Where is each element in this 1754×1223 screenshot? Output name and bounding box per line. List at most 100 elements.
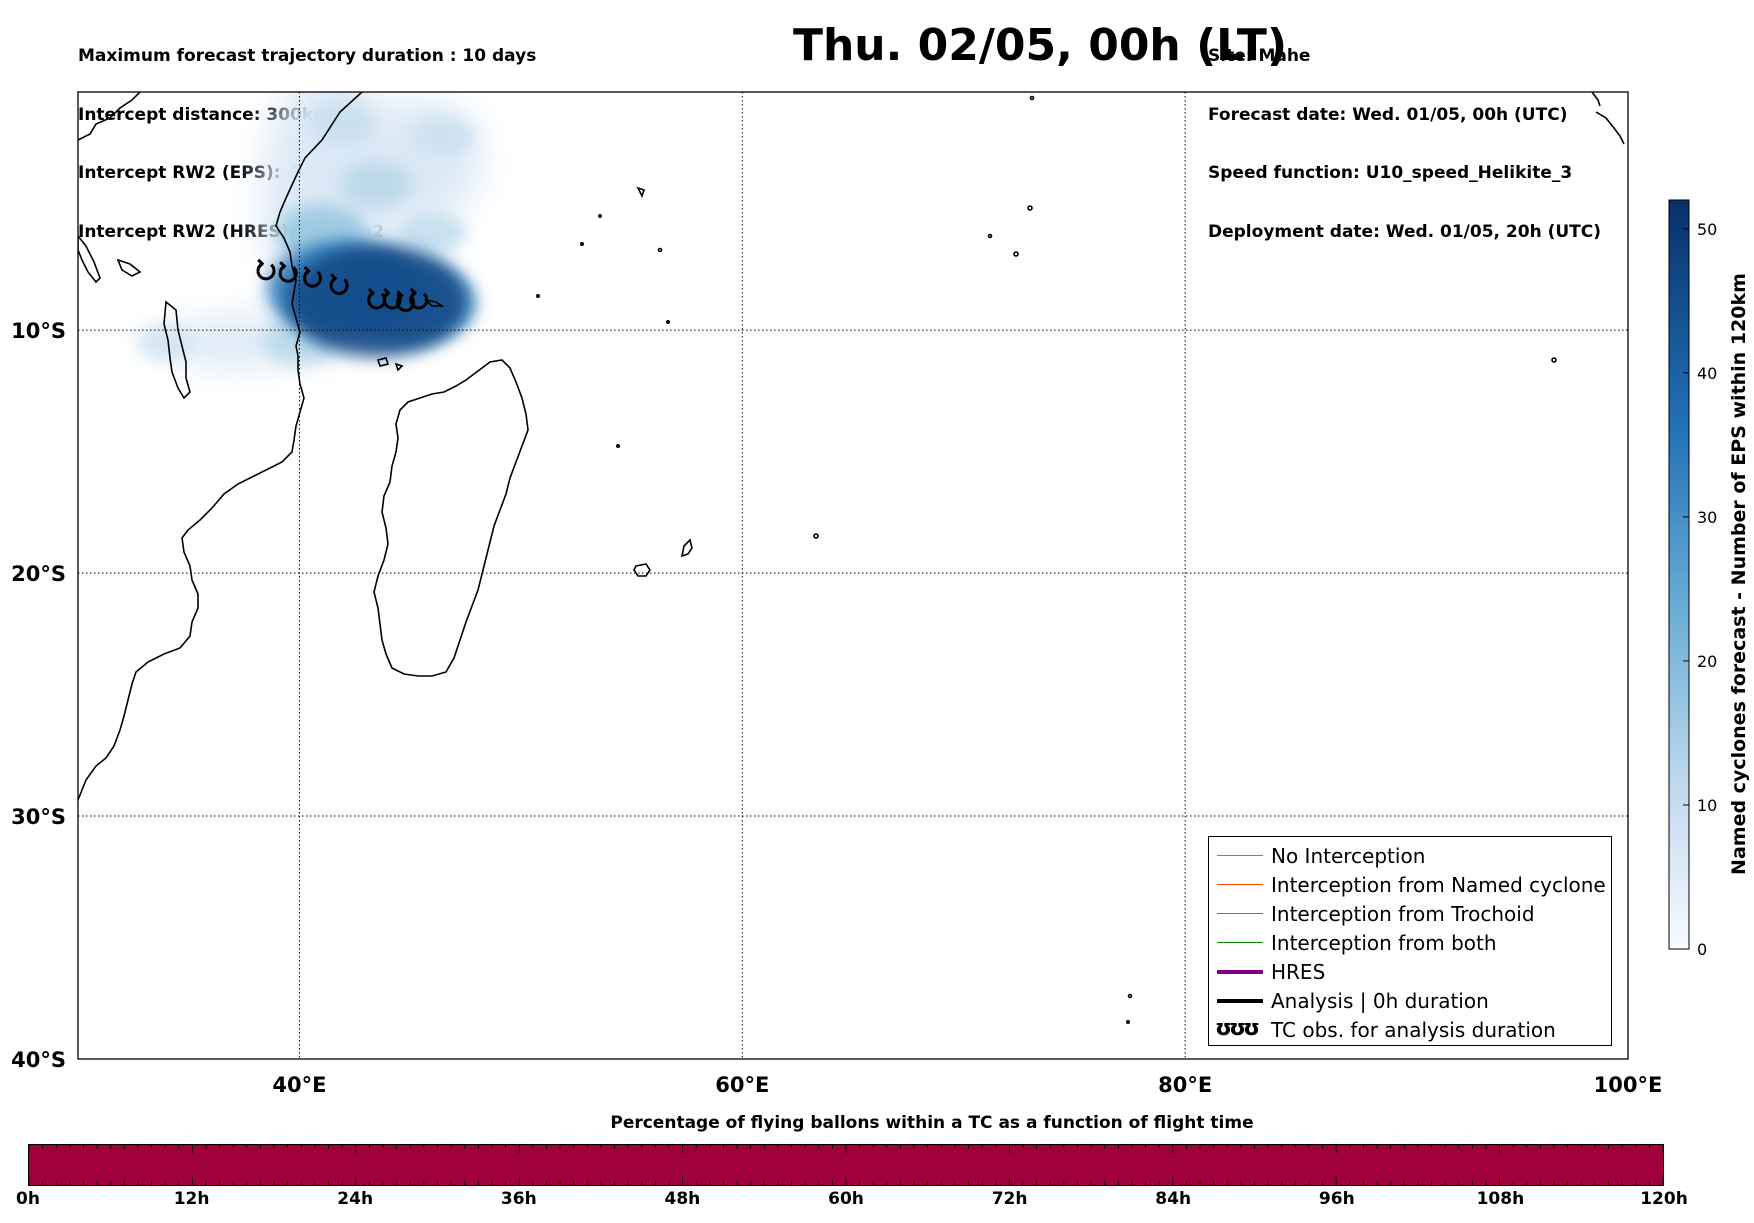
- density-blob: [339, 161, 414, 208]
- header-right-line: Speed function: U10_speed_Helikite_3: [1208, 163, 1573, 183]
- density-blob: [136, 323, 197, 362]
- legend-swatch: [1217, 970, 1263, 974]
- legend-swatch: [1217, 913, 1263, 915]
- colorbar-tick-label: 0: [1697, 940, 1707, 959]
- density-blob: [411, 115, 476, 156]
- legend-label: HRES: [1271, 960, 1326, 984]
- colorbar-tick-label: 10: [1697, 796, 1717, 815]
- colorbar-tick-label: 30: [1697, 508, 1717, 527]
- legend-label: TC obs. for analysis duration: [1271, 1018, 1556, 1042]
- lat-tick-label: 10°S: [11, 319, 66, 343]
- lat-tick-label: 40°S: [11, 1048, 66, 1072]
- legend-label: Interception from Trochoid: [1271, 902, 1535, 926]
- island-seychelles: [423, 298, 445, 307]
- timeline-label: 36h: [500, 1189, 537, 1209]
- lon-tick-label: 100°E: [1594, 1073, 1663, 1097]
- header-right: Site: Mahe Forecast date: Wed. 01/05, 00…: [1208, 8, 1601, 262]
- legend-label: Interception from both: [1271, 931, 1497, 955]
- tc-observations: [256, 258, 429, 312]
- tc-symbol: [409, 287, 429, 310]
- island-dot: [1127, 993, 1133, 999]
- coastline-east-africa: [78, 92, 363, 801]
- timeline-label: 0h: [16, 1189, 40, 1209]
- legend-swatch: [1217, 942, 1263, 944]
- lat-tick-label: 30°S: [11, 805, 66, 829]
- coastline-northwest: [78, 92, 141, 141]
- lon-tick-label: 40°E: [272, 1073, 326, 1097]
- colorbar-gradient: [1668, 199, 1690, 950]
- island-dot: [1126, 1019, 1131, 1024]
- island-mauritius: [680, 538, 693, 558]
- timeline-bar: [28, 1144, 1664, 1186]
- timeline-label: 96h: [1318, 1189, 1355, 1209]
- colorbar-tick-label: 50: [1697, 220, 1717, 239]
- lake-tanganyika: [78, 234, 101, 284]
- coastline-northeast: [1595, 111, 1625, 145]
- island-dot: [535, 293, 540, 298]
- island-dot: [579, 242, 584, 247]
- legend-item: ʊʊʊ TC obs. for analysis duration: [1209, 1016, 1611, 1044]
- density-blob: [310, 102, 377, 145]
- island-dot: [1029, 95, 1035, 101]
- axis-labels: 40°E 60°E 80°E 100°E 10°S 20°S 30°S 40°S: [11, 319, 1662, 1097]
- legend-item: Interception from Named cyclone: [1209, 871, 1611, 899]
- island-reunion: [633, 563, 651, 577]
- madagascar-coast: [373, 359, 529, 677]
- lake-small: [116, 258, 142, 277]
- tc-symbol: [278, 261, 298, 283]
- map-plot-area: [78, 92, 1628, 1059]
- island-dot: [657, 247, 663, 253]
- legend-label: Interception from Named cyclone: [1271, 873, 1606, 897]
- legend-tc-symbol: ʊʊʊ: [1215, 1016, 1260, 1041]
- legend: No Interception Interception from Named c…: [1208, 836, 1612, 1046]
- coastline-northeast: [1591, 92, 1601, 107]
- timeline-label: 60h: [828, 1189, 864, 1209]
- timeline-ticks: [29, 1145, 1663, 1185]
- timeline-label: 120h: [1640, 1189, 1688, 1209]
- legend-label: No Interception: [1271, 844, 1426, 868]
- legend-item: Interception from Trochoid: [1209, 900, 1611, 928]
- timeline-title: Percentage of flying ballons within a TC…: [610, 1113, 1254, 1133]
- density-blob: [287, 244, 467, 358]
- gridlines: [78, 92, 1628, 1059]
- legend-swatch: [1217, 884, 1263, 886]
- legend-item: No Interception: [1209, 842, 1611, 870]
- map-frame: [77, 91, 1629, 1060]
- header-right-line: Deployment date: Wed. 01/05, 20h (UTC): [1208, 221, 1602, 242]
- island-comoros: [394, 362, 404, 372]
- island-dot: [615, 443, 620, 448]
- lat-tick-label: 20°S: [11, 562, 66, 586]
- tc-symbol: [256, 258, 276, 281]
- coastlines: [78, 92, 1625, 1024]
- page-title: Thu. 02/05, 00h (LT): [792, 20, 1288, 71]
- timeline-label: 72h: [991, 1189, 1028, 1209]
- legend-item: HRES: [1209, 958, 1611, 986]
- lon-tick-label: 60°E: [715, 1073, 769, 1097]
- timeline-label: 108h: [1476, 1189, 1525, 1209]
- island-seychelles: [636, 186, 646, 199]
- tc-symbol: [329, 273, 349, 295]
- cyclone-density-field: [136, 92, 482, 368]
- colorbar: 0 10 20 30 40 50 Named cyclones forecast - Nu…: [1668, 199, 1750, 959]
- timeline-label: 48h: [664, 1189, 701, 1209]
- timeline-label: 84h: [1155, 1189, 1192, 1209]
- island-dot: [987, 233, 993, 239]
- legend-swatch: [1217, 855, 1263, 857]
- island-dot: [665, 319, 670, 324]
- colorbar-tick-label: 20: [1697, 652, 1717, 671]
- island-dot: [813, 533, 819, 539]
- tc-symbol: [396, 290, 415, 312]
- colorbar-ticks: 0 10 20 30 40 50: [1683, 220, 1717, 959]
- header-right-line: Site: Mahe: [1208, 46, 1311, 66]
- island-dot: [1551, 357, 1557, 363]
- timeline-label: 12h: [173, 1189, 210, 1209]
- island-comoros: [376, 357, 390, 367]
- lake-malawi: [163, 300, 191, 400]
- colorbar-tick-label: 40: [1697, 364, 1717, 383]
- legend-label: Analysis | 0h duration: [1271, 989, 1489, 1013]
- header-right-line: Forecast date: Wed. 01/05, 00h (UTC): [1208, 104, 1568, 125]
- timeline-label: 24h: [337, 1189, 374, 1209]
- legend-item: Analysis | 0h duration: [1209, 987, 1611, 1015]
- colorbar-label: Named cyclones forecast - Number of EPS …: [1728, 273, 1750, 875]
